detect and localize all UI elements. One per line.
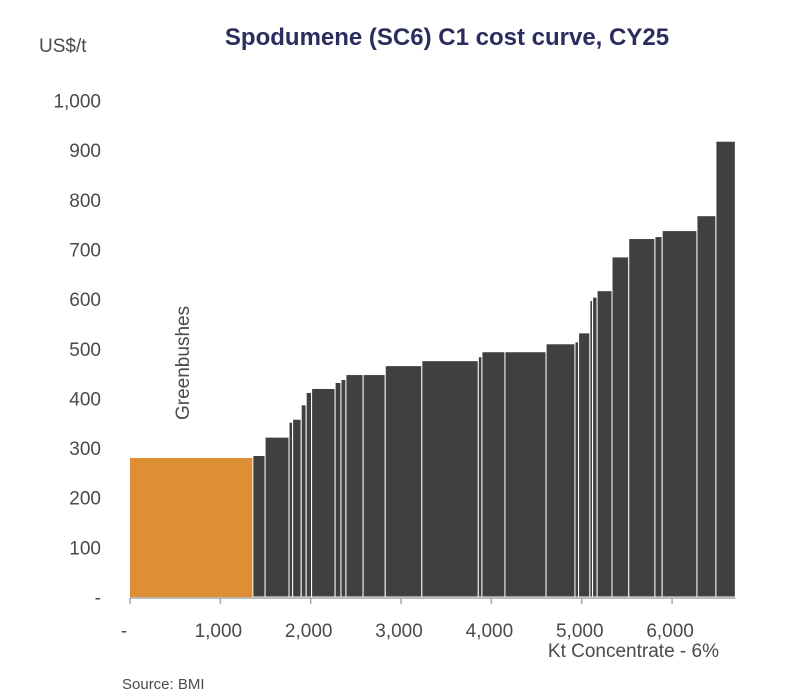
bar-22: [596, 290, 613, 598]
x-tick-label: -: [121, 621, 127, 642]
x-tick-label: 1,000: [195, 621, 243, 642]
x-tick-label: 4,000: [466, 621, 514, 642]
bar-9: [340, 379, 347, 598]
bar-26: [661, 230, 698, 598]
chart-title: Spodumene (SC6) C1 cost curve, CY25: [225, 24, 669, 51]
x-axis: - 1,000 2,000 3,000 4,000 5,000 6,000: [121, 597, 736, 642]
bar-7: [311, 387, 336, 598]
bar-15: [481, 351, 506, 598]
bar-5: [300, 404, 307, 598]
bar-25: [654, 236, 663, 598]
bar-14: [477, 356, 483, 598]
y-tick-label: 700: [69, 240, 101, 261]
bar-13: [421, 360, 479, 598]
bar-10: [345, 374, 364, 598]
y-tick-label: 500: [69, 340, 101, 361]
bar-3: [288, 421, 294, 598]
bars-group: [130, 140, 736, 598]
bar-21: [592, 296, 598, 598]
x-axis-label: Kt Concentrate - 6%: [548, 641, 719, 662]
bar-1: [252, 454, 266, 598]
bar-19: [578, 332, 591, 598]
bar-11: [362, 374, 386, 598]
x-tick-label: 3,000: [375, 621, 423, 642]
bar-16: [504, 351, 547, 598]
y-axis-unit-label: US$/t: [39, 36, 87, 57]
y-tick-label: 600: [69, 290, 101, 311]
y-tick-label: -: [95, 588, 101, 609]
x-tick-label: 6,000: [646, 621, 694, 642]
bar-27: [696, 215, 717, 598]
y-tick-label: 1,000: [53, 92, 101, 113]
bar-6: [305, 391, 313, 598]
x-tick-label: 2,000: [285, 621, 333, 642]
y-tick-label: 400: [69, 389, 101, 410]
source-note: Source: BMI: [122, 676, 205, 693]
bar-8: [334, 382, 342, 598]
y-axis: - 100 200 300 400 500 600 700 800 900 1,000: [53, 92, 101, 610]
bar-17: [545, 343, 576, 598]
bar-2: [264, 436, 290, 598]
bar-12: [384, 365, 423, 598]
bar-greenbushes: [130, 457, 253, 597]
y-tick-label: 100: [69, 538, 101, 559]
y-tick-label: 200: [69, 489, 101, 510]
bar-24: [628, 238, 656, 598]
greenbushes-annotation: Greenbushes: [173, 306, 194, 420]
y-tick-label: 800: [69, 191, 101, 212]
y-tick-label: 900: [69, 141, 101, 162]
y-tick-label: 300: [69, 439, 101, 460]
bar-23: [611, 256, 630, 598]
x-tick-label: 5,000: [556, 621, 604, 642]
bar-28: [715, 140, 736, 598]
bar-18: [574, 341, 580, 598]
bar-4: [292, 418, 302, 598]
